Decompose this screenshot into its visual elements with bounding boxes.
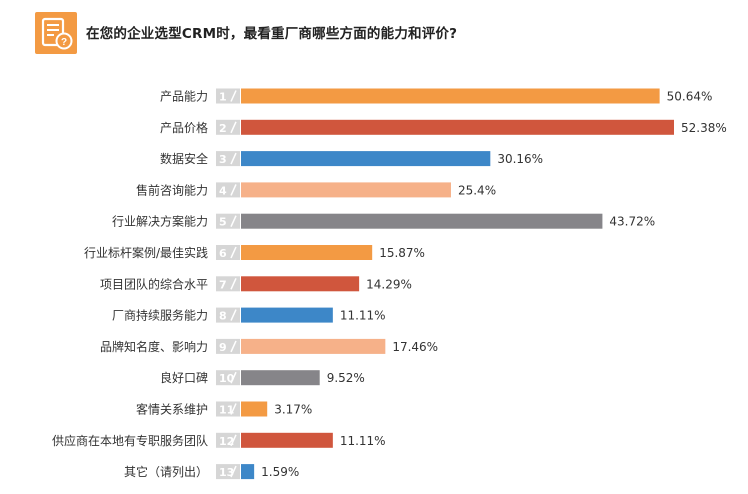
bar [241,119,674,135]
rank-slash [230,340,237,353]
rank-label: 10 [219,372,235,385]
bar [241,213,603,229]
rank-slash [230,184,237,196]
rank-label: 11 [219,404,234,417]
rank-label: 9 [219,341,227,354]
rank-tab [216,88,240,104]
rank-label: 13 [219,466,234,479]
category-label: 其它（请列出） [124,464,208,479]
rank-tab [216,401,240,417]
category-label: 厂商持续服务能力 [112,308,208,323]
value-label: 50.64% [667,90,713,104]
rank-slash [230,277,237,290]
bar [241,151,491,167]
rank-tab [216,432,240,448]
survey-question-icon: ? [35,12,77,54]
value-label: 14.29% [366,277,412,291]
category-label: 良好口碑 [160,370,208,385]
rank-label: 2 [219,122,227,135]
bar [241,338,386,354]
rank-tab [216,182,240,198]
rank-slash [230,90,237,102]
rank-slash [230,152,237,165]
category-label: 项目团队的综合水平 [100,276,208,291]
svg-text:?: ? [61,37,67,48]
category-label: 客情关系维护 [136,402,208,417]
rank-tab [216,464,240,480]
rank-label: 6 [219,247,227,260]
category-label: 售前咨询能力 [136,182,208,197]
rank-slash [230,215,237,228]
category-label: 产品能力 [160,90,208,104]
category-label: 品牌知名度、影响力 [100,339,208,354]
value-label: 15.87% [379,246,425,260]
bar [241,88,660,104]
bar [241,245,373,260]
rank-slash [230,246,237,259]
rank-label: 3 [219,153,227,166]
rank-label: 4 [219,184,227,197]
rank-label: 1 [219,91,227,104]
rank-label: 8 [219,310,227,323]
value-label: 17.46% [392,340,438,354]
bar [241,432,333,448]
value-label: 25.4% [458,183,496,197]
value-label: 1.59% [261,465,299,479]
rank-slash [230,403,237,415]
rank-tab [216,213,240,229]
rank-tab [216,307,240,323]
rank-tab [216,245,240,260]
rank-label: 5 [219,216,227,229]
category-label: 数据安全 [160,151,208,166]
bar [241,401,268,417]
value-label: 30.16% [497,152,543,166]
value-label: 11.11% [340,309,386,323]
rank-label: 12 [219,435,234,448]
value-label: 3.17% [274,403,312,417]
value-label: 52.38% [681,121,727,135]
bar [241,464,255,480]
category-label: 行业解决方案能力 [112,214,208,229]
bar [241,307,333,323]
rank-label: 7 [219,278,227,291]
rank-slash [230,434,237,447]
category-label: 供应商在本地有专职服务团队 [52,433,208,448]
rank-tab [216,276,240,292]
chart-title: 在您的企业选型CRM时，最看重厂商哪些方面的能力和评价? [86,26,458,42]
value-label: 43.72% [609,215,655,229]
rank-tab [216,151,240,167]
category-label: 行业标杆案例/最佳实践 [84,245,208,260]
value-label: 11.11% [340,434,386,448]
value-label: 9.52% [327,371,365,385]
rank-tab [216,119,240,135]
bar [241,370,320,386]
rank-slash [230,309,237,321]
chart-header: ? 在您的企业选型CRM时，最看重厂商哪些方面的能力和评价? [0,0,748,60]
rank-slash [230,465,237,478]
category-label: 产品价格 [160,120,208,135]
bar [241,276,360,292]
rank-slash [230,371,237,384]
rank-slash [230,121,237,134]
bar [241,182,451,198]
rank-tab [216,370,240,386]
rank-tab [216,338,240,354]
